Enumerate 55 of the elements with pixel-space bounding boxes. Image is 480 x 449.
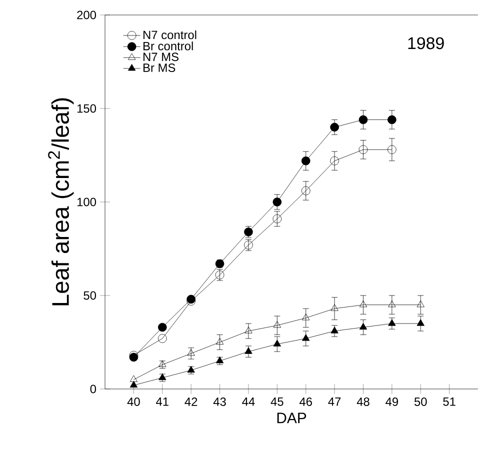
point <box>388 115 396 124</box>
legend-label: Br MS <box>143 64 176 72</box>
point <box>358 145 368 154</box>
point <box>244 347 252 354</box>
point <box>273 340 281 346</box>
point <box>130 380 138 388</box>
y-tick-label: 150 <box>77 104 96 113</box>
point <box>272 214 282 224</box>
x-tick-label: 47 <box>328 398 341 406</box>
x-tick-label: 43 <box>213 398 226 406</box>
x-tick-label: 45 <box>270 398 284 406</box>
legend-label: N7 MS <box>143 52 178 62</box>
point <box>330 326 338 334</box>
y-axis-title: Leaf area (cm$^{2}$/leaf) <box>48 98 74 306</box>
point <box>416 300 424 308</box>
legend-label: N7 control <box>143 30 196 40</box>
point <box>301 156 310 166</box>
point <box>416 319 424 326</box>
annotation: 1989 <box>408 37 444 50</box>
point <box>388 319 396 326</box>
point <box>330 304 338 311</box>
x-tick-label: 49 <box>386 398 398 406</box>
point <box>302 334 310 341</box>
x-tick-label: 48 <box>356 398 370 406</box>
point <box>130 375 138 382</box>
point <box>301 186 310 196</box>
x-tick-label: 46 <box>299 398 312 406</box>
x-tick-label: 50 <box>414 398 427 406</box>
point <box>272 198 282 206</box>
point <box>358 115 368 124</box>
x-tick-label: 42 <box>184 398 198 406</box>
x-axis-title: DAP <box>277 412 306 424</box>
x-tick-label: 44 <box>242 398 255 406</box>
point <box>187 349 195 356</box>
y-tick-label: 50 <box>84 291 96 300</box>
y-tick-label: 200 <box>77 10 96 20</box>
point <box>216 338 224 345</box>
point <box>158 322 167 332</box>
legend-label: Br control <box>143 42 193 50</box>
point <box>330 122 339 132</box>
point <box>330 156 339 166</box>
point <box>158 360 166 367</box>
point <box>388 145 396 154</box>
point <box>359 322 368 330</box>
point <box>302 314 310 320</box>
point <box>273 321 281 328</box>
point <box>388 300 396 308</box>
y-tick-label: 0 <box>90 384 96 394</box>
y-tick-label: 100 <box>77 198 96 206</box>
point <box>359 300 368 308</box>
point <box>244 326 252 334</box>
x-tick-label: 51 <box>443 398 456 406</box>
x-tick-label: 41 <box>156 398 168 406</box>
point <box>158 334 167 343</box>
x-tick-label: 40 <box>127 398 140 406</box>
